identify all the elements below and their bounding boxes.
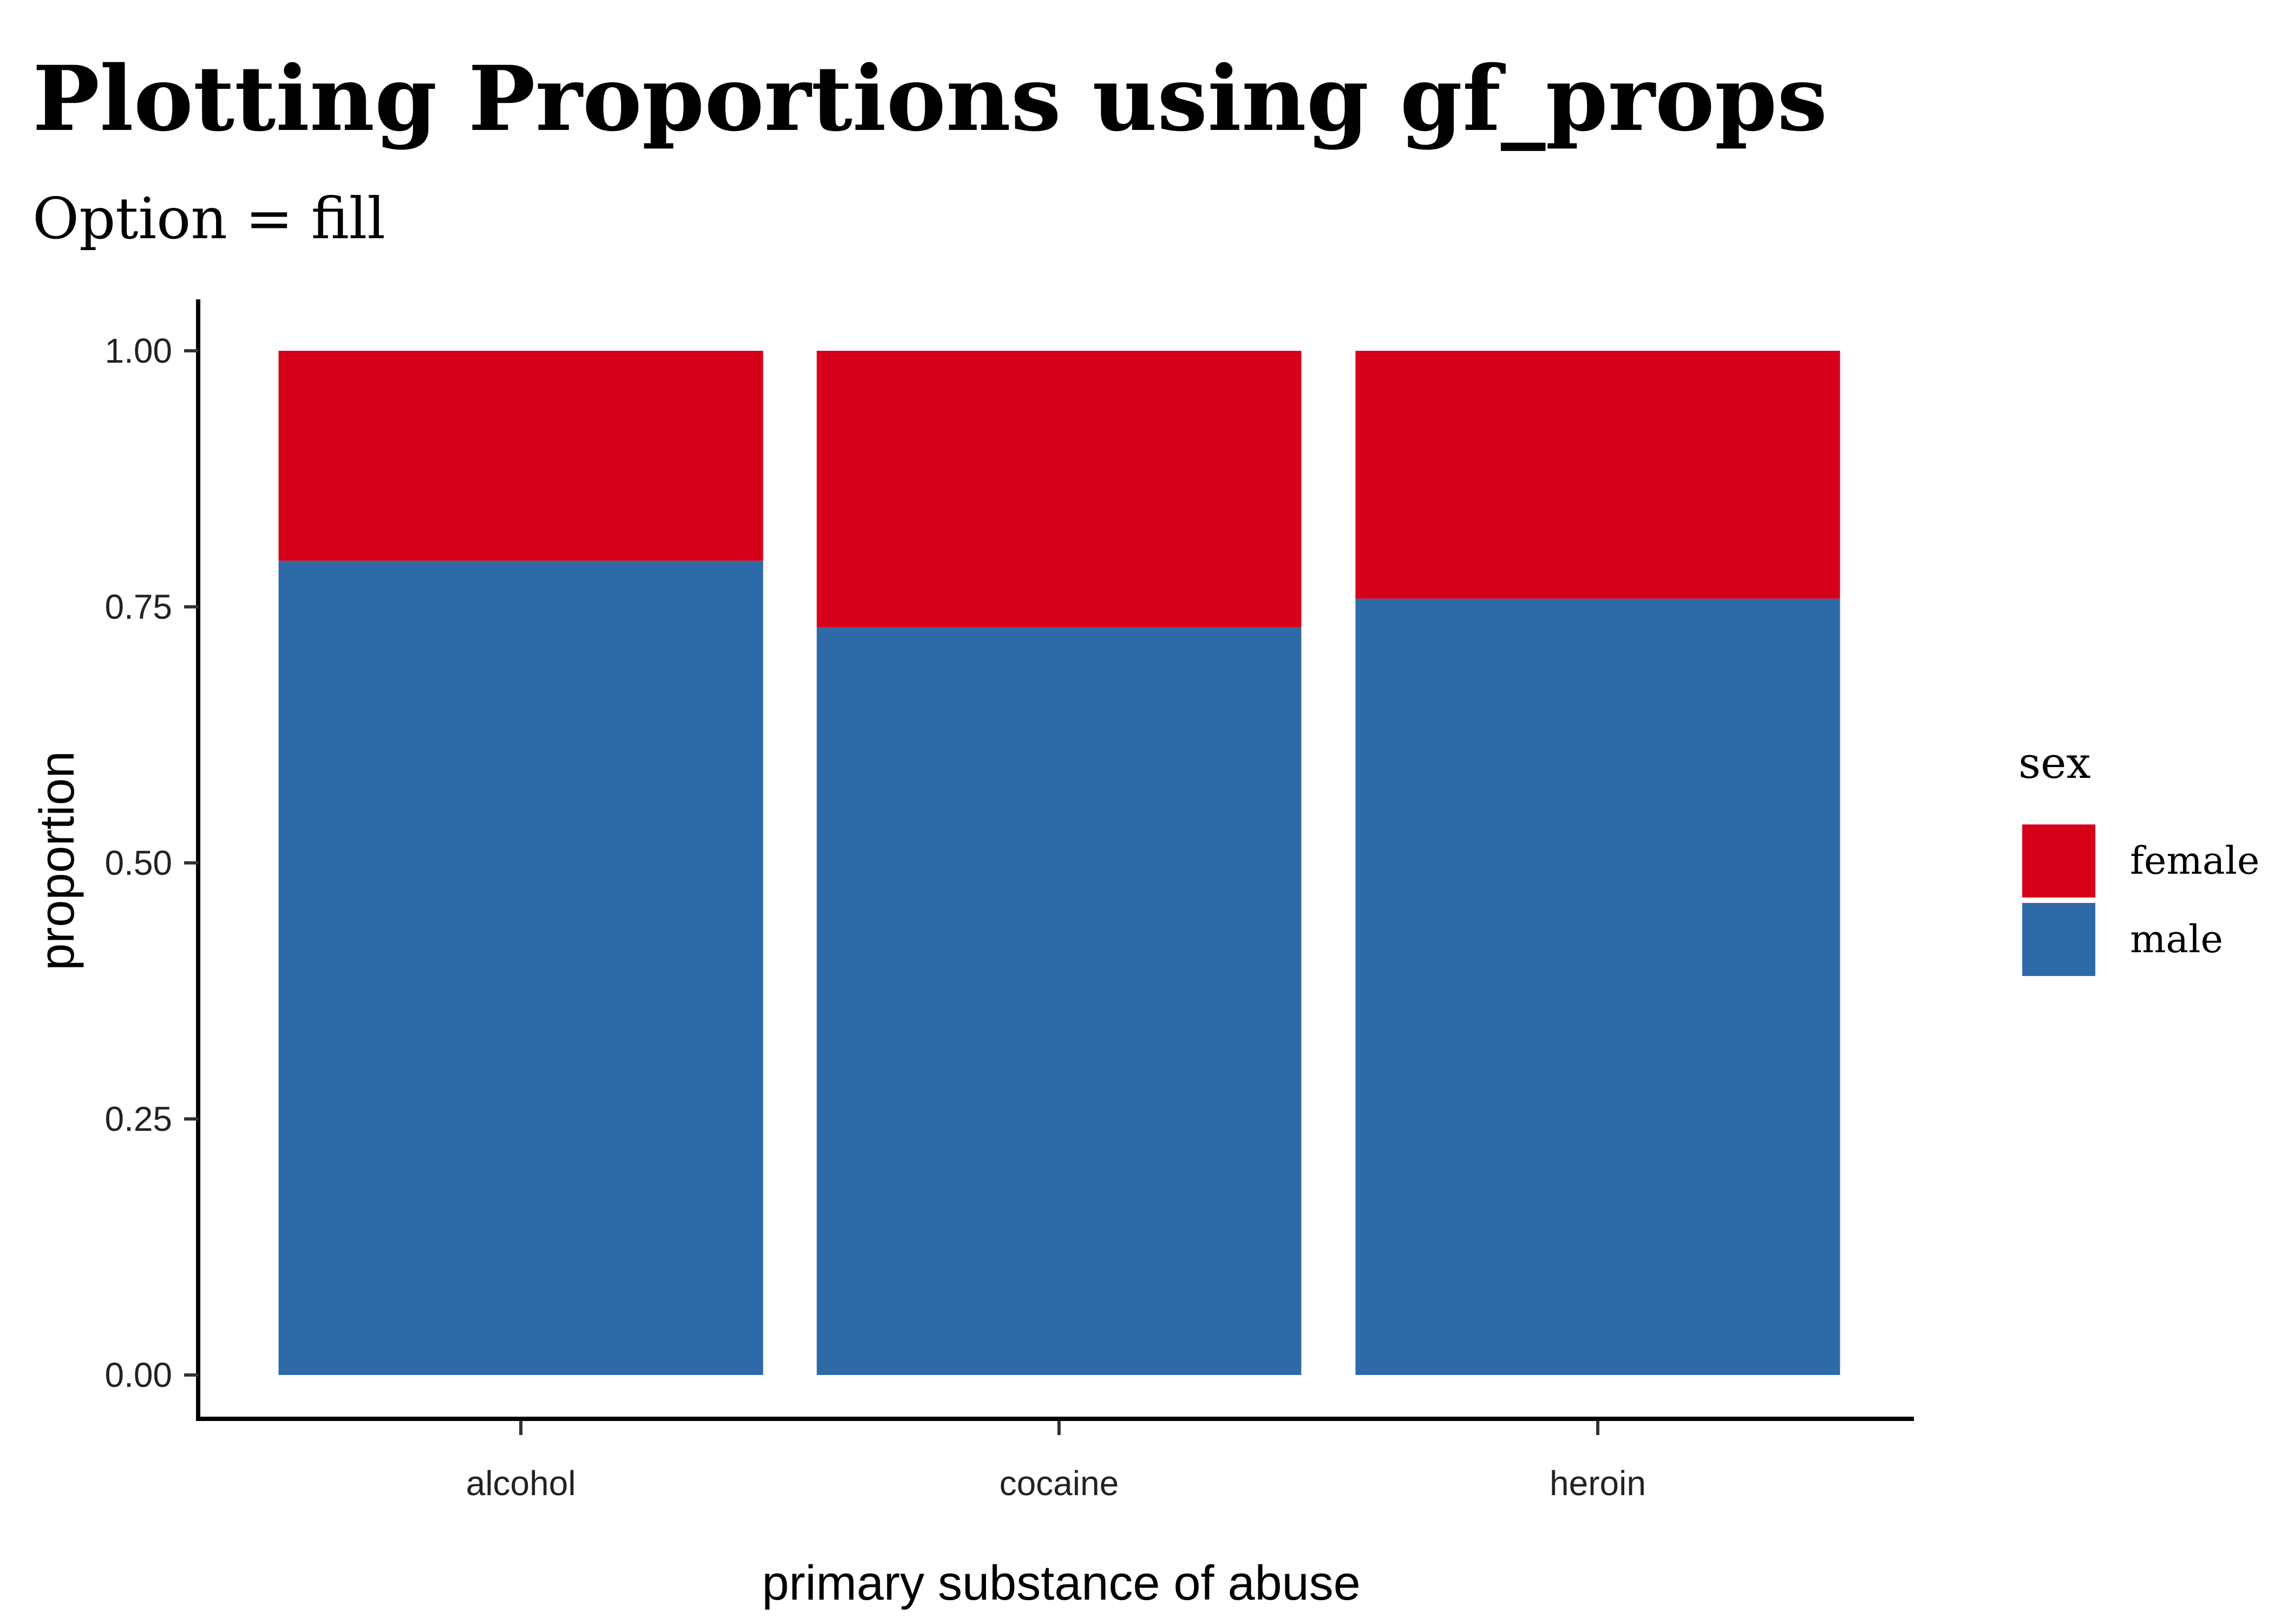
legend-label-female: female (2130, 839, 2259, 883)
y-axis-label: proportion (30, 751, 84, 970)
x-tick-label-alcohol: alcohol (466, 1464, 576, 1503)
bar-heroin-male (1355, 598, 1840, 1375)
y-tick-label: 0.75 (104, 587, 172, 626)
y-tick-label: 1.00 (104, 331, 172, 370)
x-axis-label: primary substance of abuse (762, 1556, 1361, 1610)
y-ticks: 0.00 0.25 0.50 0.75 1.00 (104, 331, 198, 1394)
x-tick-label-heroin: heroin (1550, 1464, 1646, 1503)
bar-heroin-female (1355, 351, 1840, 599)
legend-label-male: male (2130, 917, 2223, 961)
x-tick-label-cocaine: cocaine (999, 1464, 1119, 1503)
legend: sex female male (2018, 738, 2259, 976)
bar-alcohol-male (278, 560, 763, 1375)
x-ticks: alcohol cocaine heroin (466, 1421, 1646, 1503)
bars (278, 351, 1840, 1375)
bar-cocaine-male (816, 627, 1302, 1375)
chart-title: Plotting Proportions using gf_props (32, 46, 1827, 151)
bar-cocaine-female (816, 351, 1302, 627)
chart-subtitle: Option = fill (32, 186, 385, 252)
legend-key-male (2022, 903, 2095, 976)
legend-key-female (2022, 824, 2095, 898)
bar-alcohol-female (278, 351, 763, 561)
y-tick-label: 0.50 (104, 843, 172, 882)
legend-title: sex (2018, 738, 2091, 788)
y-tick-label: 0.25 (104, 1099, 172, 1138)
y-tick-label: 0.00 (104, 1355, 172, 1394)
